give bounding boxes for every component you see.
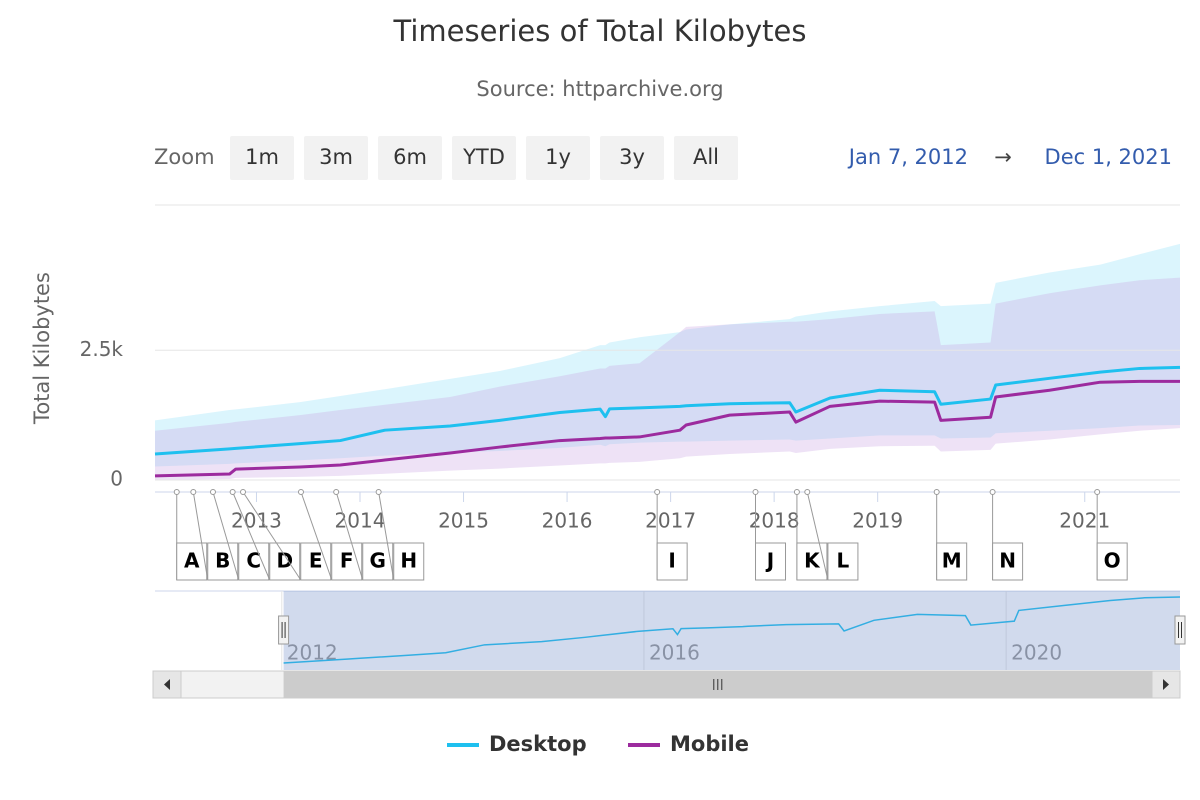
flag-label[interactable]: I (668, 549, 675, 573)
navigator-selection[interactable] (283, 591, 1180, 670)
arrow-left (164, 679, 170, 690)
flag-pin (989, 489, 996, 495)
x-tick-label: 2014 (335, 509, 386, 533)
flag-pole (212, 491, 240, 581)
flag-label[interactable]: O (1104, 549, 1121, 573)
zoom-button-label[interactable]: 1m (245, 145, 279, 169)
flag-label[interactable]: H (400, 549, 417, 573)
flag-pin (793, 489, 800, 495)
zoom-button-label[interactable]: YTD (462, 145, 505, 169)
flag-box[interactable] (238, 542, 270, 581)
chart-subtitle: Source: httparchive.org (476, 77, 723, 101)
flag-box[interactable] (393, 542, 425, 581)
flag-box[interactable] (176, 542, 208, 581)
x-tick-label: 2015 (438, 509, 489, 533)
flag-box[interactable] (936, 542, 968, 581)
zoom-button-label[interactable]: All (693, 145, 719, 169)
flag-label[interactable]: M (942, 549, 962, 573)
flag-box[interactable] (827, 542, 859, 581)
flag-pole (335, 491, 364, 581)
flag-label[interactable]: J (765, 549, 774, 573)
legend-label[interactable]: Mobile (670, 732, 749, 756)
flag-box[interactable] (796, 542, 828, 581)
flag-label[interactable]: L (837, 549, 850, 573)
zoom-button-label[interactable]: 6m (393, 145, 427, 169)
flag-pin (804, 489, 811, 495)
legend-label[interactable]: Desktop (489, 732, 587, 756)
flag-label[interactable]: E (309, 549, 323, 573)
flag-pin (333, 489, 340, 495)
chart-title: Timeseries of Total Kilobytes (393, 14, 807, 48)
flag-pin (752, 489, 759, 495)
range-from[interactable]: Jan 7, 2012 (847, 145, 968, 169)
y-tick-label: 0 (110, 467, 123, 491)
flag-pole (232, 491, 271, 581)
x-tick-label: 2021 (1059, 509, 1110, 533)
x-tick-label: 2018 (749, 509, 800, 533)
flag-pin (1094, 489, 1101, 495)
navigator-tick-label: 2016 (649, 641, 700, 665)
flag-label[interactable]: N (999, 549, 1016, 573)
flag-pin (173, 489, 180, 495)
flag-pin (297, 489, 304, 495)
flag-label[interactable]: K (804, 549, 821, 573)
arrow-right (1163, 679, 1169, 690)
y-tick-label: 2.5k (80, 337, 124, 361)
series-line (154, 365, 1181, 456)
flag-label[interactable]: G (370, 549, 386, 573)
flag-pole (300, 491, 333, 581)
flag-box[interactable] (269, 542, 301, 581)
flag-pole (242, 491, 302, 581)
navigator-handle[interactable] (278, 615, 290, 645)
navigator-line (283, 596, 1181, 664)
zoom-button[interactable] (600, 136, 664, 180)
flag-pin (240, 489, 247, 495)
flag-pole (378, 491, 395, 581)
flag-pole (806, 491, 829, 581)
flag-box[interactable] (992, 542, 1024, 581)
zoom-button[interactable] (230, 136, 294, 180)
flag-label[interactable]: D (276, 549, 293, 573)
flag-pole (192, 491, 209, 581)
y-axis-title: Total Kilobytes (30, 272, 54, 425)
range-separator: → (994, 145, 1012, 169)
range-to[interactable]: Dec 1, 2021 (1045, 145, 1172, 169)
flag-box[interactable] (755, 542, 787, 581)
flag-label[interactable]: A (184, 549, 200, 573)
flag-pin (654, 489, 661, 495)
zoom-button-label[interactable]: 1y (545, 145, 571, 169)
zoom-button-label[interactable]: 3y (619, 145, 645, 169)
flag-pin (209, 489, 216, 495)
flag-label[interactable]: B (215, 549, 230, 573)
zoom-button[interactable] (378, 136, 442, 180)
flag-pin (933, 489, 940, 495)
zoom-button[interactable] (304, 136, 368, 180)
navigator-handle[interactable] (1174, 615, 1186, 645)
flag-pin (190, 489, 197, 495)
x-tick-label: 2016 (542, 509, 593, 533)
navigator-tick-label: 2020 (1011, 641, 1062, 665)
flag-pin (229, 489, 236, 495)
flag-box[interactable] (207, 542, 239, 581)
flag-box[interactable] (362, 542, 394, 581)
flag-box[interactable] (1096, 542, 1128, 581)
series-line (154, 379, 1180, 478)
flag-label[interactable]: F (340, 549, 354, 573)
zoom-button[interactable] (674, 136, 738, 180)
zoom-button[interactable] (452, 136, 516, 180)
x-tick-label: 2017 (645, 509, 696, 533)
flag-label[interactable]: C (246, 549, 261, 573)
zoom-label: Zoom (154, 145, 215, 169)
zoom-button[interactable] (526, 136, 590, 180)
flag-box[interactable] (656, 542, 688, 581)
flag-pin (375, 489, 382, 495)
x-tick-label: 2019 (852, 509, 903, 533)
percentile-band (155, 243, 1180, 467)
zoom-button-label[interactable]: 3m (319, 145, 353, 169)
